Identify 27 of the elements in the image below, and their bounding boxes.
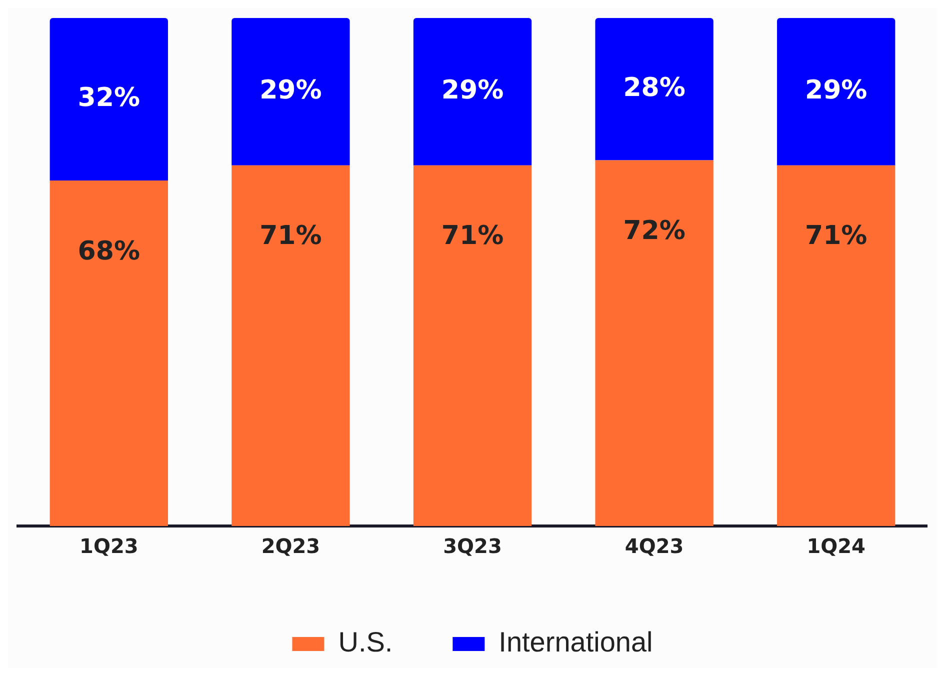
bar — [232, 165, 350, 526]
data-label: 29% — [260, 75, 322, 106]
bar — [413, 18, 532, 166]
data-label: 71% — [804, 221, 868, 252]
data-label: 28% — [623, 72, 686, 103]
bar — [50, 18, 168, 181]
bar — [777, 165, 896, 526]
x-tick-label: 3Q23 — [443, 534, 502, 558]
bar — [595, 160, 714, 526]
bar — [777, 18, 896, 166]
bar — [232, 18, 350, 166]
data-label: 71% — [260, 221, 322, 252]
legend-label: U.S. — [338, 626, 393, 658]
x-tick-label: 1Q24 — [806, 534, 866, 558]
data-label: 32% — [78, 83, 140, 114]
x-tick-label: 1Q23 — [80, 534, 138, 558]
data-label: 29% — [441, 75, 504, 106]
data-label: 29% — [804, 75, 868, 106]
x-tick-label: 2Q23 — [261, 534, 320, 558]
bar — [50, 180, 168, 526]
x-tick-label: 4Q23 — [624, 534, 684, 558]
data-label: 72% — [623, 216, 686, 246]
legend-label: International — [498, 626, 653, 658]
bar — [413, 165, 532, 526]
data-label: 71% — [441, 221, 504, 252]
bar — [595, 18, 714, 160]
data-label: 68% — [78, 236, 140, 266]
